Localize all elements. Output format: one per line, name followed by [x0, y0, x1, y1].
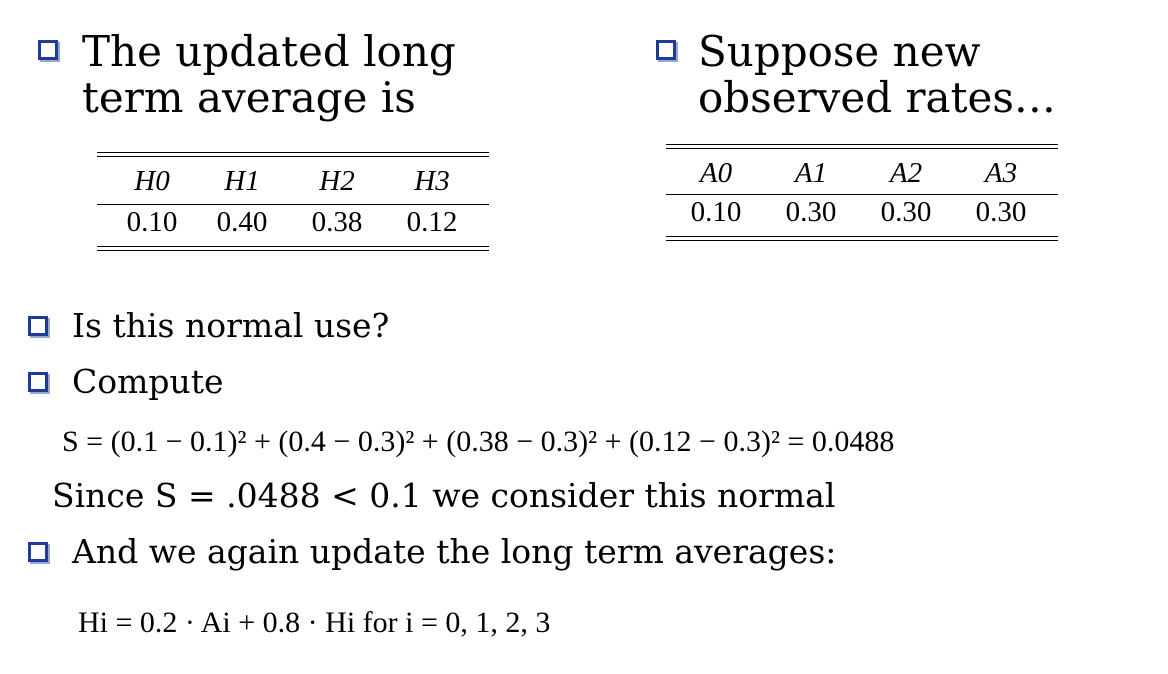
- table-header-cell: H0: [134, 165, 170, 197]
- table-value-cell: 0.12: [406, 206, 458, 238]
- table-header-cell: H3: [414, 165, 450, 197]
- bullet-square-icon: [656, 40, 676, 60]
- formula-update-averages: Hi = 0.2 · Ai + 0.8 · Hi for i = 0, 1, 2…: [78, 606, 551, 639]
- table-header-cell: A1: [794, 157, 828, 189]
- question-normal-use: Is this normal use?: [72, 306, 390, 345]
- table-header-cell: A0: [699, 157, 733, 189]
- heading-new-rates-line2: observed rates…: [698, 73, 1056, 122]
- bullet-square-icon: [38, 40, 58, 60]
- table-value-cell: 0.38: [311, 206, 363, 238]
- table-value-cell: 0.10: [126, 206, 178, 238]
- table-value-cell: 0.30: [785, 196, 837, 228]
- bullet-square-icon: [28, 542, 48, 562]
- update-averages-text: And we again update the long term averag…: [72, 532, 837, 571]
- table-value-cell: 0.40: [216, 206, 268, 238]
- formula-s-computation: S = (0.1 − 0.1)² + (0.4 − 0.3)² + (0.38 …: [62, 425, 895, 458]
- heading-new-rates-line1: Suppose new: [698, 27, 981, 76]
- table-value-cell: 0.30: [975, 196, 1027, 228]
- heading-updated-average-line1: The updated long: [82, 27, 456, 76]
- table-header-cell: H2: [319, 165, 355, 197]
- heading-updated-average-line2: term average is: [82, 73, 416, 122]
- observed-rates-table: A0 A1 A2 A3 0.10 0.30 0.30 0.30: [666, 144, 1058, 254]
- long-term-average-table: H0 H1 H2 H3 0.10 0.40 0.38 0.12: [97, 150, 489, 260]
- table-value-cell: 0.10: [690, 196, 742, 228]
- table-value-cell: 0.30: [880, 196, 932, 228]
- bullet-square-icon: [28, 372, 48, 392]
- table-header-cell: A3: [984, 157, 1018, 189]
- table-header-cell: H1: [224, 165, 260, 197]
- normal-conclusion-text: Since S = .0488 < 0.1 we consider this n…: [52, 476, 836, 515]
- table-header-cell: A2: [889, 157, 923, 189]
- bullet-square-icon: [28, 316, 48, 336]
- compute-label: Compute: [72, 362, 224, 401]
